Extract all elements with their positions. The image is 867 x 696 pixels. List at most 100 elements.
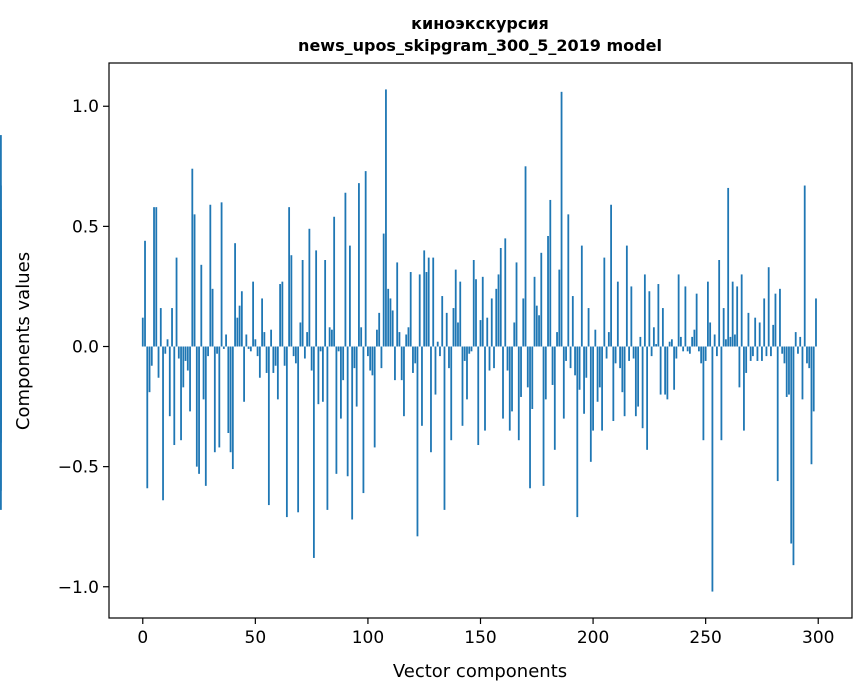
- bar-196: [583, 346, 585, 414]
- bar-197: [585, 346, 588, 378]
- bar-239: [679, 336, 682, 347]
- bar-232: [664, 346, 667, 395]
- bar-44: [240, 291, 243, 347]
- bar-62: [281, 281, 284, 347]
- bar-59: [274, 346, 277, 366]
- bar-97: [360, 327, 363, 347]
- bar-176: [538, 315, 540, 347]
- bar-154: [488, 346, 491, 371]
- bar-undefined: [0, 346, 2, 354]
- bar-117: [405, 334, 408, 347]
- bar-147: [472, 260, 475, 347]
- bar-122: [416, 346, 419, 537]
- bar-83: [328, 327, 331, 347]
- bar-17: [180, 346, 182, 441]
- bar-undefined: [0, 329, 2, 347]
- bar-23: [193, 214, 196, 347]
- bar-175: [535, 305, 538, 347]
- bar-35: [220, 202, 223, 347]
- bar-251: [707, 281, 709, 347]
- bar-223: [643, 274, 646, 347]
- bar-53: [261, 298, 263, 347]
- bar-269: [747, 312, 750, 347]
- chart-title: киноэкскурсия: [411, 14, 549, 33]
- bar-181: [549, 199, 552, 347]
- bar-91: [346, 346, 349, 477]
- bar-undefined: [0, 272, 2, 347]
- bar-238: [677, 274, 680, 347]
- bar-55: [265, 346, 268, 373]
- bar-219: [634, 346, 637, 417]
- bar-260: [727, 187, 730, 347]
- bar-100: [367, 346, 369, 357]
- bar-43: [238, 305, 241, 347]
- bar-274: [758, 322, 761, 347]
- bar-210: [614, 346, 617, 364]
- bar-52: [258, 346, 261, 378]
- bar-166: [515, 262, 518, 347]
- bar-66: [290, 255, 293, 347]
- bar-275: [761, 346, 763, 361]
- bar-266: [740, 274, 743, 347]
- bar-287: [788, 346, 790, 395]
- bar-186: [560, 91, 563, 347]
- bar-261: [729, 336, 732, 347]
- bar-212: [619, 346, 621, 369]
- bar-138: [452, 308, 455, 347]
- bar-21: [189, 346, 191, 412]
- bar-299: [815, 298, 817, 347]
- bar-250: [704, 346, 707, 361]
- bar-73: [306, 332, 309, 347]
- bar-168: [520, 346, 522, 397]
- bar-14: [173, 346, 176, 446]
- bar-112: [394, 346, 396, 381]
- bar-149: [477, 346, 480, 446]
- x-tick-label: 200: [577, 628, 609, 648]
- y-tick-label: 0.0: [72, 338, 99, 358]
- bar-111: [391, 310, 394, 347]
- bar-242: [686, 346, 689, 352]
- bar-295: [806, 346, 808, 364]
- bar-293: [801, 346, 804, 400]
- bar-204: [601, 346, 603, 431]
- bar-108: [385, 89, 387, 347]
- bar-227: [652, 327, 655, 347]
- bar-234: [668, 341, 671, 347]
- y-tick-label: 1.0: [72, 97, 99, 117]
- bar-132: [439, 346, 441, 357]
- bar-228: [655, 344, 658, 347]
- bar-58: [272, 346, 275, 373]
- bar-284: [781, 346, 784, 354]
- bar-218: [632, 346, 635, 359]
- bar-124: [421, 346, 423, 426]
- bar-185: [558, 269, 561, 347]
- bar-182: [551, 346, 554, 385]
- bar-171: [526, 346, 529, 388]
- bar-267: [743, 346, 745, 431]
- bar-115: [400, 346, 403, 381]
- x-tick-label: 150: [464, 628, 496, 648]
- bar-36: [222, 346, 225, 349]
- bar-114: [398, 332, 401, 347]
- bar-279: [770, 346, 772, 357]
- bar-188: [565, 346, 567, 361]
- bar-286: [785, 346, 788, 397]
- bar-45: [243, 346, 245, 402]
- chart-subtitle: news_upos_skipgram_300_5_2019 model: [298, 36, 662, 55]
- bar-undefined: [0, 346, 2, 371]
- bar-125: [423, 250, 426, 347]
- bar-130: [434, 346, 437, 395]
- bar-247: [698, 346, 700, 352]
- bar-263: [734, 334, 736, 347]
- bar-160: [502, 346, 504, 419]
- bar-86: [335, 346, 338, 474]
- bar-294: [803, 185, 806, 347]
- bar-195: [580, 245, 583, 347]
- bar-139: [454, 269, 457, 347]
- bar-276: [763, 298, 766, 347]
- bar-0: [141, 317, 144, 347]
- bar-217: [630, 286, 633, 347]
- bar-157: [495, 288, 498, 347]
- bar-90: [344, 192, 347, 347]
